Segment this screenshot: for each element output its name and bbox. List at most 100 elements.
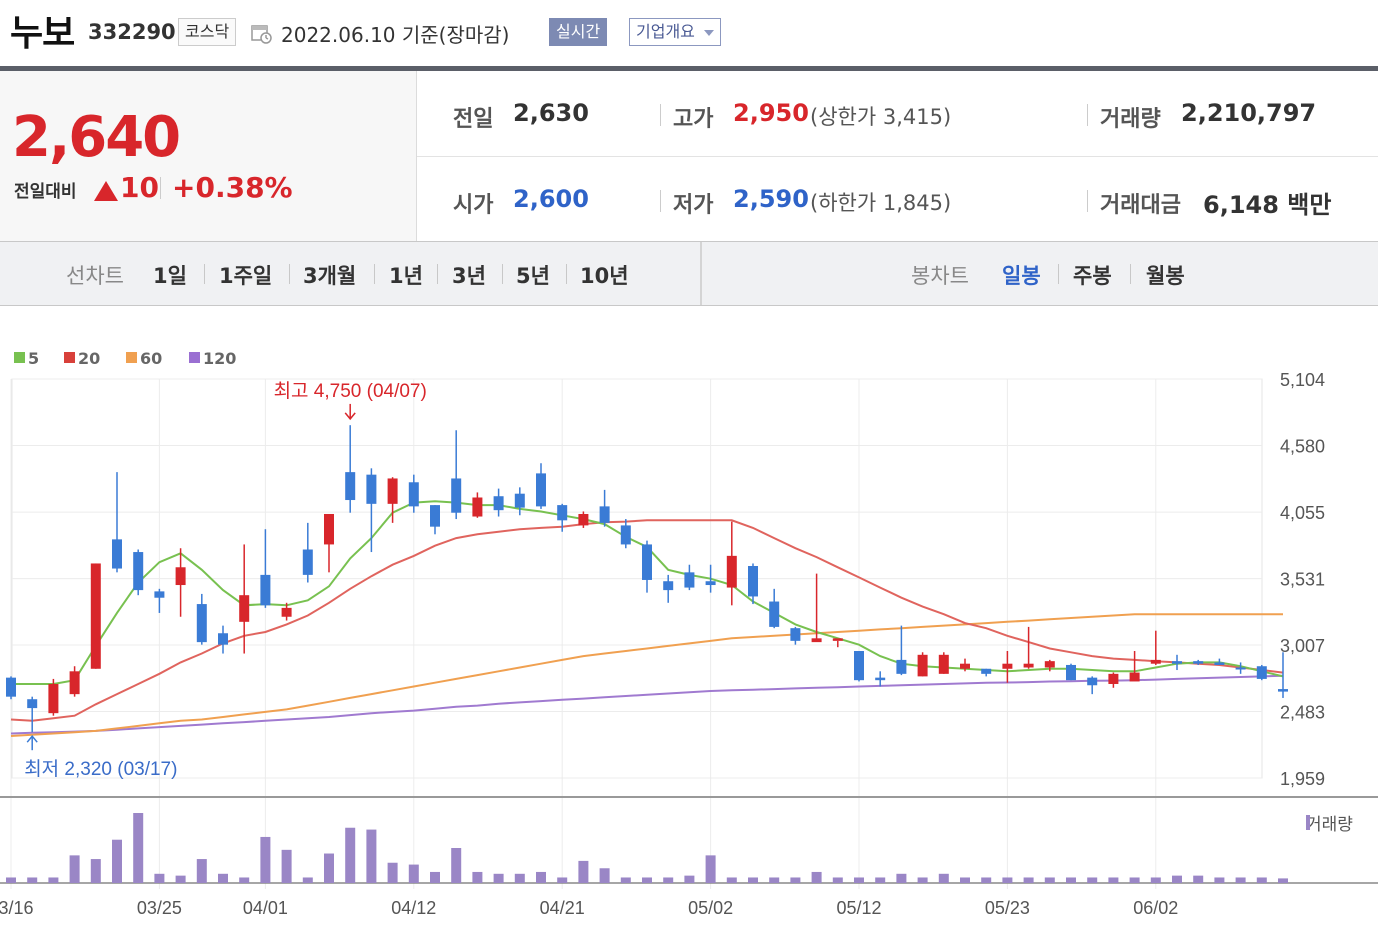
amount-value: 6,148 백만 — [1203, 191, 1332, 219]
candle-body — [69, 671, 80, 695]
volume-bar — [239, 877, 250, 883]
volume-label-swatch — [1306, 815, 1310, 830]
price-box: 2,640 전일대비 10 +0.38% — [0, 71, 417, 241]
volume-bar — [281, 849, 292, 883]
volume-bar — [48, 877, 59, 883]
candle-body — [981, 668, 992, 674]
volume-bar — [472, 871, 483, 883]
y-tick-label: 3,531 — [1280, 570, 1325, 590]
volume-bar — [620, 877, 631, 883]
y-tick-label: 3,007 — [1280, 636, 1325, 656]
tab-1w[interactable]: 1주일 — [219, 264, 273, 288]
candle-body — [175, 567, 186, 586]
candle-body — [218, 633, 228, 645]
volume-bar — [1193, 875, 1204, 883]
candle-body — [832, 638, 843, 641]
candle-body — [684, 572, 695, 588]
volume-bar — [345, 827, 356, 883]
change-rate: +0.38% — [172, 171, 293, 204]
tab-3y[interactable]: 3년 — [452, 264, 486, 288]
candle-body — [133, 552, 144, 591]
header-divider — [0, 66, 1378, 71]
volume-bar — [938, 873, 949, 883]
tab-weekly[interactable]: 주봉 — [1073, 264, 1112, 288]
divider — [1087, 190, 1088, 212]
divider — [660, 190, 661, 212]
prev-close-label: 전일 — [453, 107, 494, 132]
candle-body — [938, 654, 949, 674]
chart-period-nav: 선차트 1일 1주일 3개월 1년 3년 5년 10년 봉차트 일봉 주봉 월봉 — [0, 241, 1378, 306]
tab-1y[interactable]: 1년 — [389, 264, 423, 288]
tab-daily[interactable]: 일봉 — [1002, 264, 1041, 288]
volume-bar — [27, 877, 38, 883]
volume-bar — [578, 860, 589, 883]
candle-body — [1066, 664, 1076, 681]
candle-body — [196, 604, 207, 643]
candle-body — [620, 525, 631, 545]
calendar-icon — [250, 22, 272, 44]
x-tick-label: 04/12 — [391, 898, 436, 918]
tab-1d[interactable]: 1일 — [153, 264, 187, 288]
high-label: 고가 — [673, 107, 714, 132]
candle-body — [112, 539, 122, 569]
candle-body — [430, 505, 440, 527]
candle-body — [663, 581, 674, 591]
divider — [660, 104, 661, 126]
tab-5y[interactable]: 5년 — [516, 264, 550, 288]
nav-separator — [204, 264, 205, 284]
legend-label-ma20: 20 — [78, 349, 101, 368]
candle-body — [90, 563, 101, 669]
candle-body — [1023, 663, 1034, 668]
candle-body — [726, 555, 737, 588]
volume-bar — [1172, 875, 1182, 883]
volume-bar — [1044, 877, 1055, 883]
candle-body — [599, 506, 610, 523]
y-tick-label: 4,580 — [1280, 436, 1325, 456]
ma60-line — [10, 613, 1283, 737]
legend-swatch-ma5 — [14, 352, 25, 363]
nav-separator — [1130, 264, 1131, 284]
volume-bar — [218, 873, 228, 883]
volume-bar — [642, 877, 652, 883]
volume-bar — [260, 836, 271, 883]
volume-bar — [1087, 877, 1098, 883]
candle-body — [1256, 666, 1267, 679]
legend-label-ma5: 5 — [28, 349, 40, 368]
volume-bar — [832, 877, 843, 883]
candle-body — [27, 699, 38, 709]
volume-bar — [451, 848, 462, 883]
tab-monthly[interactable]: 월봉 — [1146, 264, 1185, 288]
volume-bar — [981, 877, 992, 883]
volume-bar — [769, 877, 780, 883]
volume-bar — [6, 877, 16, 883]
volume-bar — [748, 877, 758, 883]
volume-bar — [430, 871, 440, 883]
y-tick-label: 1,959 — [1280, 769, 1325, 789]
volume-bar — [302, 877, 313, 883]
candle-body — [514, 493, 525, 508]
x-tick-label: 05/12 — [836, 898, 881, 918]
realtime-button[interactable]: 실시간 — [549, 18, 608, 46]
x-tick-label: 05/23 — [985, 898, 1030, 918]
volume-bar — [1002, 877, 1013, 883]
change-value: 10 — [120, 171, 159, 204]
tab-3m[interactable]: 3개월 — [303, 264, 357, 288]
tab-10y[interactable]: 10년 — [580, 264, 629, 288]
legend-label-ma120: 120 — [203, 349, 237, 368]
company-overview-dropdown[interactable]: 기업개요 — [629, 18, 721, 46]
volume-bar — [1214, 877, 1225, 883]
volume-bar — [493, 873, 504, 883]
volume-bar — [366, 829, 377, 883]
candle-body — [1214, 662, 1225, 665]
volume-bar — [408, 864, 419, 883]
volume-label: 거래량 — [1100, 107, 1161, 132]
volume-bar — [684, 875, 695, 883]
candle-body — [1193, 661, 1204, 664]
volume-bar — [196, 859, 207, 883]
open-value: 2,600 — [513, 185, 589, 213]
stock-name: 누보 — [10, 13, 75, 54]
volume-bar — [90, 859, 101, 883]
volume-bar — [536, 871, 546, 883]
candle-body — [239, 595, 250, 622]
y-tick-label: 5,104 — [1280, 370, 1325, 390]
